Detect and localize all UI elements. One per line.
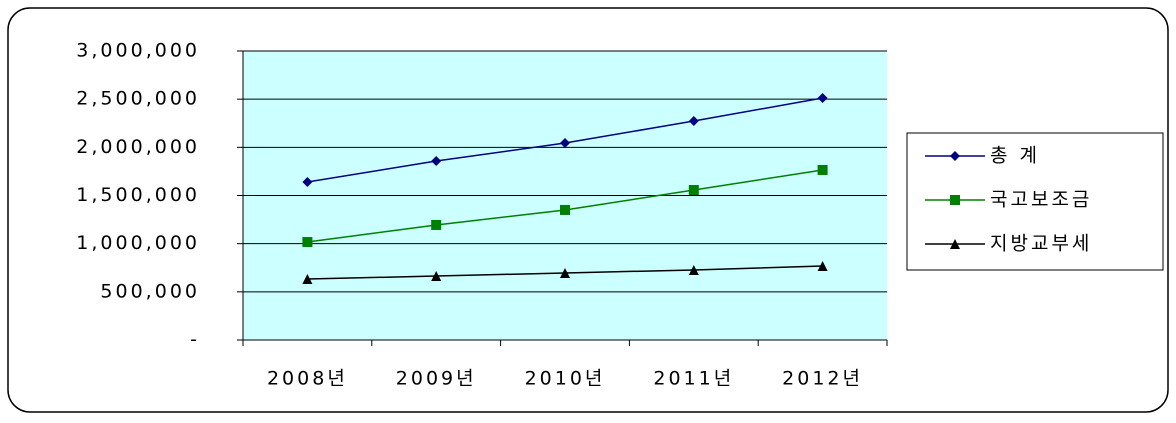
marker (817, 261, 828, 272)
y-tick-label: 1,000,000 (76, 232, 200, 254)
marker (950, 195, 960, 205)
marker (817, 93, 828, 104)
marker (302, 274, 313, 285)
y-tick-label: 2,000,000 (76, 136, 200, 158)
y-tick-label: - (190, 329, 200, 351)
x-tick-label: 2011년 (653, 368, 734, 390)
marker (688, 116, 699, 127)
x-tick-label: 2009년 (396, 368, 477, 390)
y-tick-label: 3,000,000 (76, 40, 200, 62)
x-tick-label: 2010년 (525, 368, 606, 390)
marker (431, 271, 442, 282)
y-tick-label: 2,500,000 (76, 88, 200, 110)
marker (688, 185, 699, 196)
marker (431, 156, 442, 167)
marker (302, 237, 313, 248)
marker (560, 137, 570, 148)
legend-label: 총 계 (990, 145, 1040, 167)
y-tick-label: 1,500,000 (76, 184, 200, 206)
legend-label: 국고보조금 (990, 189, 1092, 211)
marker (560, 204, 570, 215)
marker (560, 267, 570, 278)
marker (302, 177, 313, 188)
x-tick-label: 2008년 (267, 368, 348, 390)
x-tick-label: 2012년 (782, 368, 863, 390)
marker (950, 151, 960, 161)
marker (817, 164, 828, 175)
marker (688, 264, 699, 275)
y-tick-label: 500,000 (100, 280, 200, 302)
marker (431, 219, 442, 230)
marker (950, 239, 960, 249)
legend-label: 지방교부세 (990, 233, 1092, 255)
